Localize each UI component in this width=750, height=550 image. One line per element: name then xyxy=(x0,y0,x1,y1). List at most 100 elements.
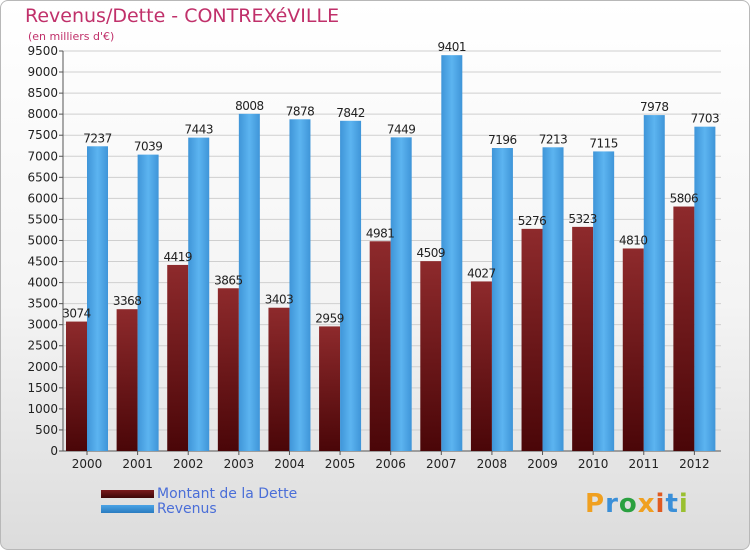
y-tick-label: 4500 xyxy=(27,255,58,269)
x-tick-label: 2008 xyxy=(477,457,508,471)
revenue-value-label: 7449 xyxy=(387,122,416,136)
logo-letter: i xyxy=(655,489,666,519)
y-tick-label: 1500 xyxy=(27,381,58,395)
debt-bar xyxy=(470,281,492,451)
revenue-bar xyxy=(390,137,412,451)
logo-letter: t xyxy=(665,489,679,519)
x-tick-label: 2002 xyxy=(173,457,204,471)
logo-letter: P xyxy=(585,489,606,519)
revenue-value-label: 7443 xyxy=(184,123,213,137)
revenue-bar xyxy=(87,146,108,451)
revenue-value-label: 7978 xyxy=(640,100,669,114)
debt-bar xyxy=(268,307,290,451)
revenue-bar xyxy=(188,137,210,451)
logo-letter: i xyxy=(678,489,689,519)
debt-bar xyxy=(66,321,87,451)
revenue-bar xyxy=(593,151,615,451)
x-tick-label: 2009 xyxy=(527,457,558,471)
revenue-bar xyxy=(542,147,564,451)
debt-value-label: 4509 xyxy=(417,246,446,260)
debt-bar xyxy=(116,309,138,451)
proxiti-logo: Proxiti xyxy=(585,489,689,519)
revenue-value-label: 7237 xyxy=(83,131,112,145)
logo-letter: o xyxy=(618,489,638,519)
revenue-value-label: 7115 xyxy=(589,136,618,150)
debt-bar xyxy=(369,241,391,451)
debt-value-label: 4981 xyxy=(366,226,395,240)
y-tick-label: 9500 xyxy=(27,44,58,58)
y-tick-label: 0 xyxy=(50,444,58,458)
debt-bar xyxy=(217,288,239,451)
revenue-bar xyxy=(643,115,665,451)
y-tick-label: 5000 xyxy=(27,233,58,247)
revenue-bar xyxy=(441,55,463,451)
revenue-value-label: 7703 xyxy=(691,112,720,126)
revenue-value-label: 8008 xyxy=(235,99,264,113)
x-tick-label: 2005 xyxy=(325,457,356,471)
revenue-value-label: 7196 xyxy=(488,133,517,147)
debt-value-label: 4419 xyxy=(163,250,192,264)
revenue-bar xyxy=(238,113,260,452)
logo-letter: x xyxy=(637,489,656,519)
revenue-bar xyxy=(137,154,159,452)
x-tick-label: 2006 xyxy=(375,457,406,471)
x-tick-label: 2010 xyxy=(578,457,609,471)
debt-bar xyxy=(167,264,189,451)
revenue-bar xyxy=(340,120,362,452)
debt-bar xyxy=(319,326,341,451)
revenue-value-label: 7213 xyxy=(539,132,568,146)
x-tick-label: 2003 xyxy=(224,457,255,471)
x-tick-label: 2001 xyxy=(122,457,153,471)
debt-value-label: 3368 xyxy=(113,294,142,308)
legend-swatch-revenue xyxy=(101,505,154,513)
x-tick-label: 2007 xyxy=(426,457,457,471)
debt-bar xyxy=(521,228,543,451)
debt-bar xyxy=(622,248,644,451)
y-tick-label: 4000 xyxy=(27,276,58,290)
x-tick-label: 2000 xyxy=(72,457,103,471)
debt-value-label: 3403 xyxy=(265,293,294,307)
y-tick-label: 6000 xyxy=(27,191,58,205)
y-tick-label: 8500 xyxy=(27,86,58,100)
y-tick-label: 500 xyxy=(35,423,58,437)
debt-value-label: 4810 xyxy=(619,233,648,247)
revenue-bar xyxy=(694,126,716,452)
y-tick-label: 1000 xyxy=(27,402,58,416)
y-tick-label: 5500 xyxy=(27,212,58,226)
debt-value-label: 5276 xyxy=(518,214,547,228)
debt-value-label: 3865 xyxy=(214,273,243,287)
logo-letter: r xyxy=(605,489,619,519)
debt-value-label: 4027 xyxy=(467,266,496,280)
x-tick-label: 2011 xyxy=(628,457,659,471)
debt-value-label: 2959 xyxy=(315,311,344,325)
revenue-value-label: 7878 xyxy=(286,104,315,118)
revenue-bar xyxy=(289,119,311,451)
y-tick-label: 3000 xyxy=(27,318,58,332)
y-tick-label: 2500 xyxy=(27,339,58,353)
y-tick-label: 7000 xyxy=(27,149,58,163)
y-tick-label: 7500 xyxy=(27,128,58,142)
revenue-value-label: 7039 xyxy=(134,140,163,154)
revenue-bar xyxy=(491,148,513,451)
debt-bar xyxy=(572,226,594,451)
chart-subtitle: (en milliers d'€) xyxy=(28,30,115,43)
debt-value-label: 5806 xyxy=(670,192,699,206)
y-tick-label: 2000 xyxy=(27,360,58,374)
debt-value-label: 3074 xyxy=(62,307,91,321)
legend-label-revenue: Revenus xyxy=(157,501,217,517)
y-tick-label: 6500 xyxy=(27,170,58,184)
revenue-value-label: 9401 xyxy=(438,40,467,54)
y-tick-label: 8000 xyxy=(27,107,58,121)
y-tick-label: 3500 xyxy=(27,297,58,311)
debt-value-label: 5323 xyxy=(568,212,597,226)
revenue-value-label: 7842 xyxy=(336,106,365,120)
debt-bar xyxy=(420,261,442,451)
x-tick-label: 2012 xyxy=(679,457,710,471)
legend-swatch-debt xyxy=(101,490,154,498)
debt-bar xyxy=(673,206,695,451)
y-tick-label: 9000 xyxy=(27,65,58,79)
chart-title: Revenus/Dette - CONTREXéVILLE xyxy=(25,5,340,27)
x-tick-label: 2004 xyxy=(274,457,305,471)
